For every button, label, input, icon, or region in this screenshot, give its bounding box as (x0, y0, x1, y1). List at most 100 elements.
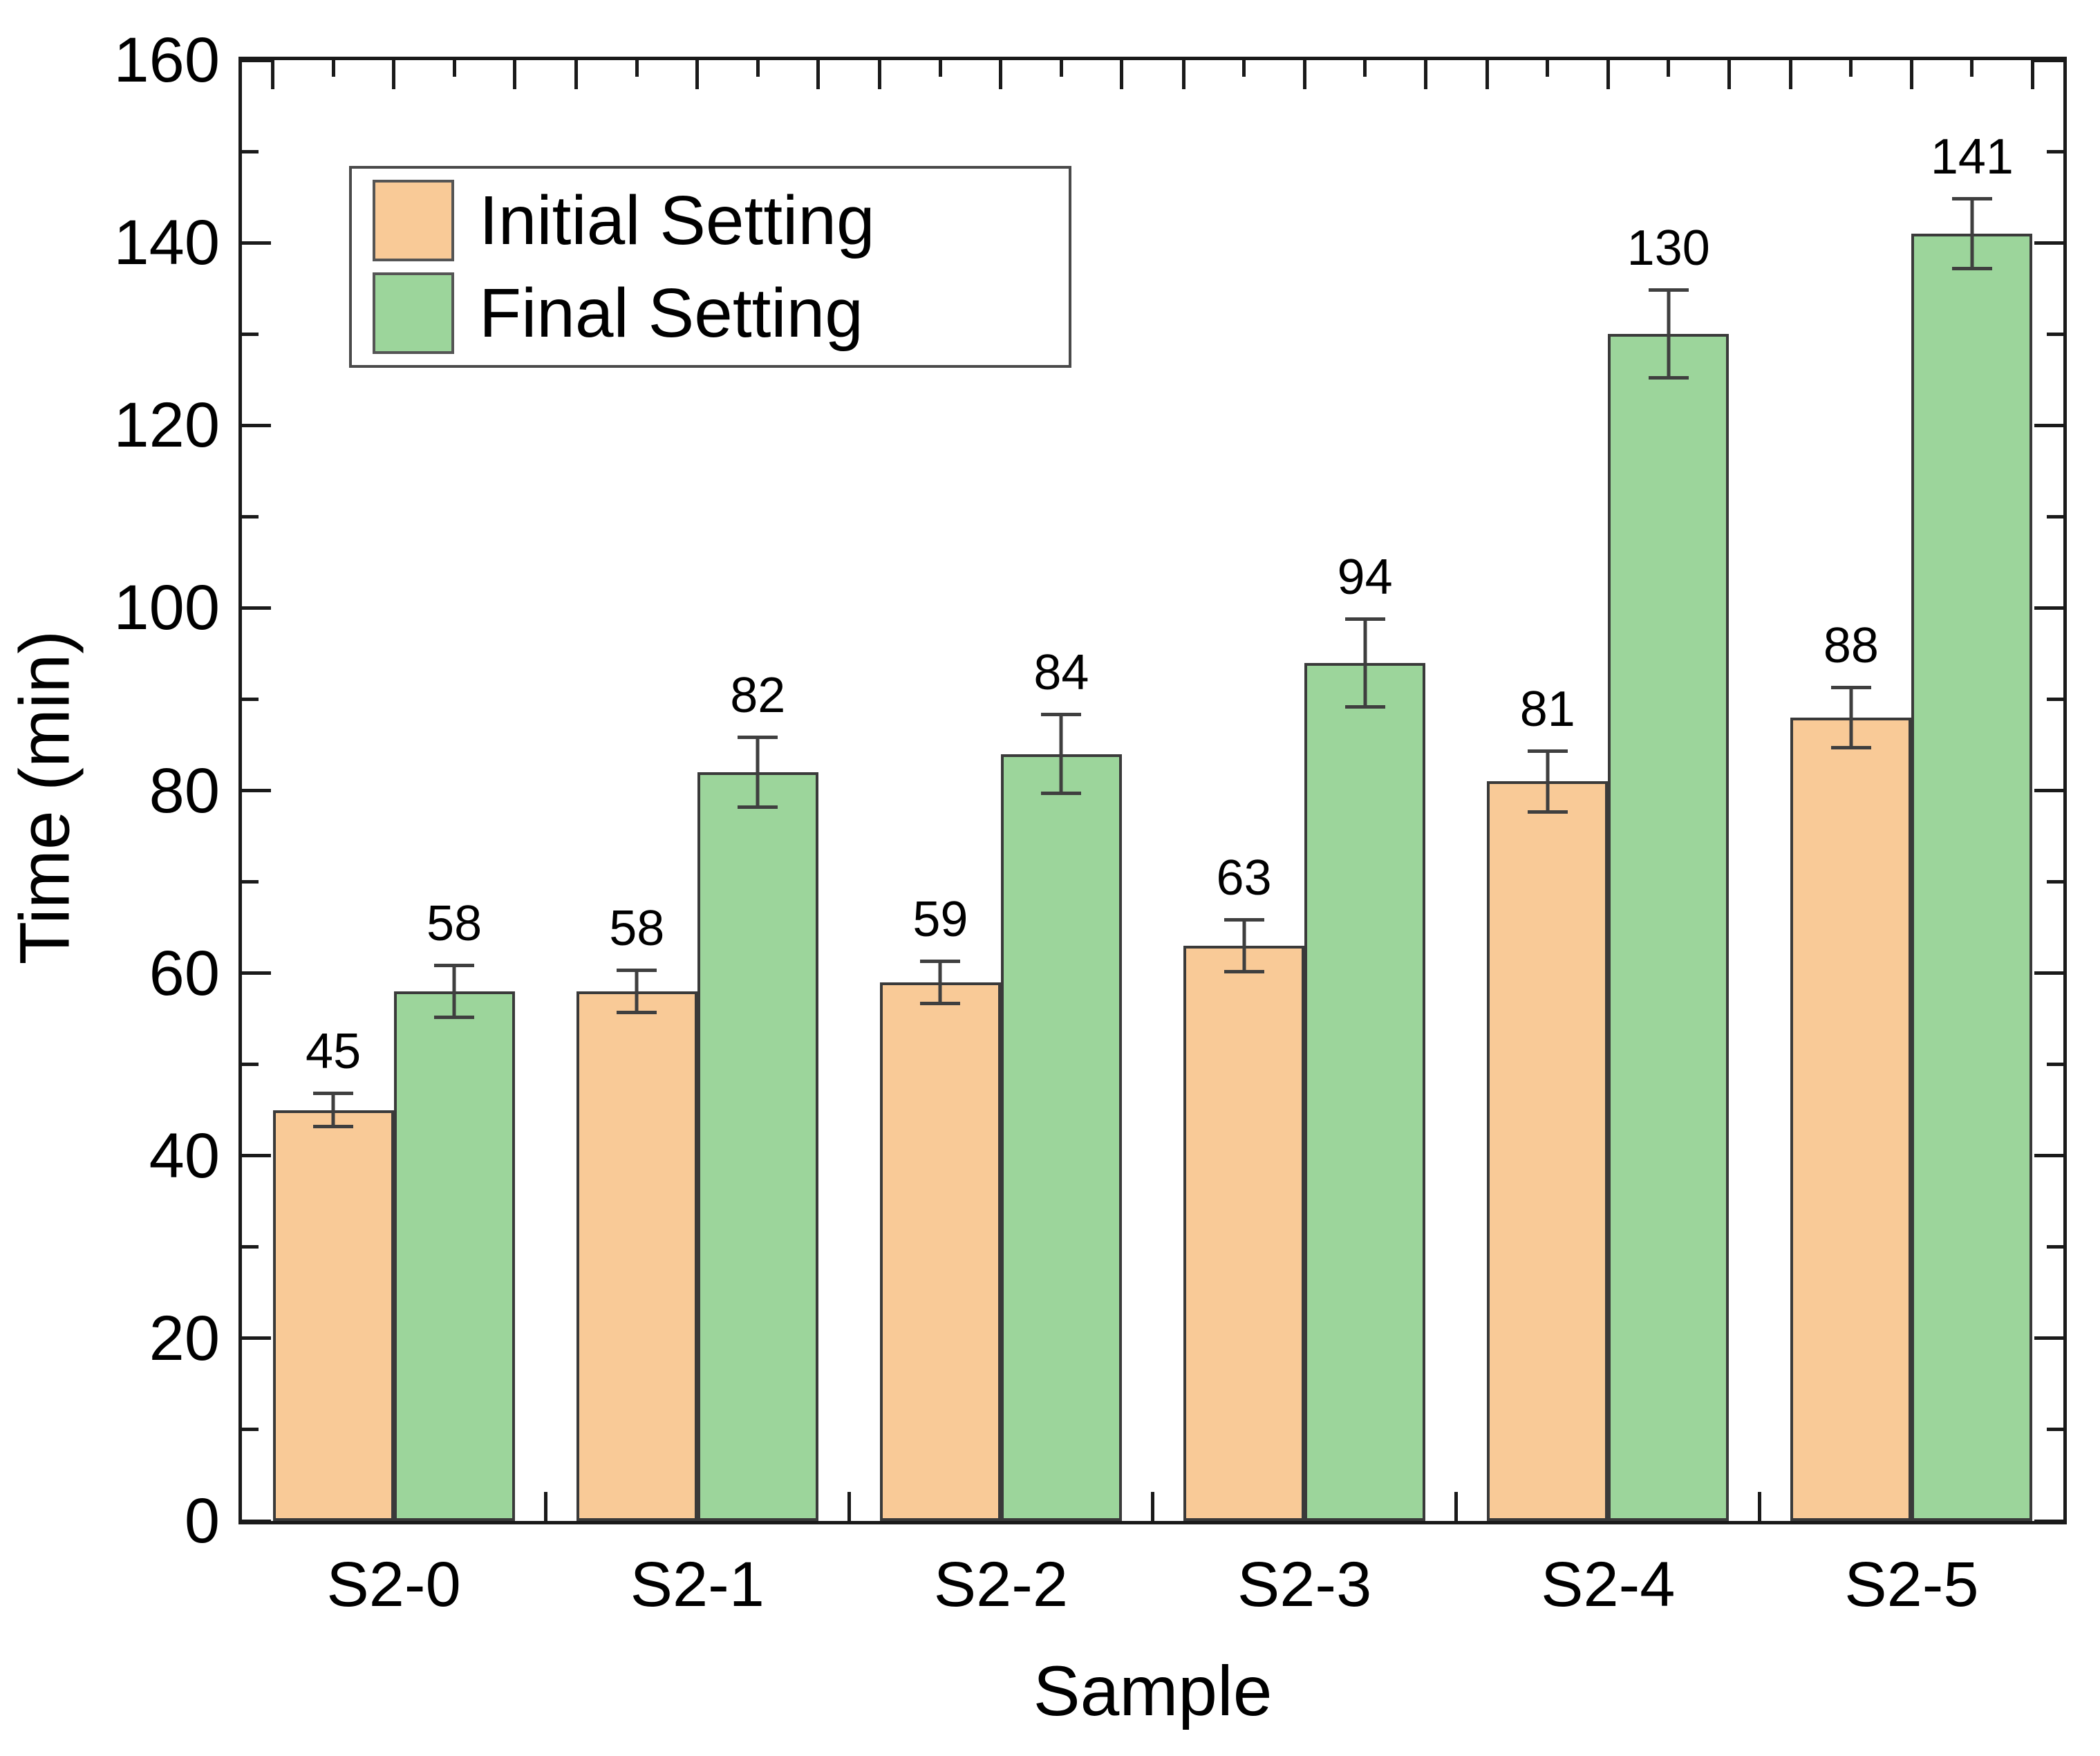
y-tick-label: 0 (184, 1486, 220, 1556)
error-bar-final-setting-s2-2 (1041, 713, 1082, 796)
y-major-tick (2034, 58, 2063, 62)
y-major-tick (2034, 1519, 2063, 1523)
error-bar-initial-setting-s2-3 (1224, 918, 1264, 973)
error-bar-stem (1667, 292, 1671, 377)
value-label-final-setting-s2-5: 141 (1930, 129, 2014, 185)
legend-item: Final Setting (373, 272, 1069, 354)
x-major-tick (878, 60, 882, 89)
y-minor-tick (242, 880, 259, 884)
error-bar-stem (938, 962, 942, 1002)
y-tick-label: 60 (149, 937, 220, 1009)
y-major-tick (242, 1336, 271, 1341)
bar-final-setting-s2-4 (1608, 334, 1729, 1521)
bar-final-setting-s2-5 (1911, 233, 2033, 1521)
y-minor-tick (242, 1245, 259, 1249)
error-bar-final-setting-s2-1 (738, 736, 778, 809)
error-bar-stem (756, 739, 760, 805)
x-major-tick (1727, 60, 1731, 89)
legend-item-label: Final Setting (479, 274, 863, 352)
value-label-final-setting-s2-3: 94 (1337, 549, 1393, 605)
x-tick-label: S2-4 (1541, 1549, 1676, 1620)
x-minor-tick (331, 60, 335, 77)
x-major-tick (1181, 60, 1185, 89)
y-tick-label: 80 (149, 755, 220, 826)
error-bar-initial-setting-s2-4 (1527, 749, 1568, 814)
x-major-tick (1606, 60, 1610, 89)
x-minor-tick (635, 60, 639, 77)
error-bar-stem (1242, 922, 1246, 970)
x-major-tick (513, 60, 517, 89)
value-label-final-setting-s2-1: 82 (730, 668, 786, 724)
y-major-tick (242, 971, 271, 975)
y-major-tick (2034, 789, 2063, 792)
error-bar-stem (1363, 620, 1367, 705)
x-major-tick (574, 60, 579, 89)
y-axis-title: Time (min) (5, 630, 84, 965)
y-major-tick (2034, 423, 2063, 427)
bar-final-setting-s2-0 (393, 991, 515, 1521)
x-axis-tick-labels: S2-0 S2-1 S2-2 S2-3 S2-4 S2-5 (242, 1549, 2063, 1625)
error-bar-initial-setting-s2-0 (313, 1092, 354, 1129)
y-minor-tick (2047, 1428, 2063, 1432)
x-boundary-tick (1758, 1492, 1762, 1521)
error-bar-initial-setting-s2-1 (617, 969, 657, 1015)
error-bar-stem (452, 967, 456, 1016)
value-label-final-setting-s2-2: 84 (1033, 645, 1089, 701)
value-label-initial-setting-s2-1: 58 (609, 901, 665, 957)
bar-initial-setting-s2-2 (879, 982, 1001, 1521)
x-minor-tick (1242, 60, 1246, 77)
x-minor-tick (1546, 60, 1550, 77)
x-tick-label: S2-5 (1844, 1549, 1979, 1620)
bar-initial-setting-s2-4 (1487, 781, 1609, 1521)
y-major-tick (242, 789, 271, 792)
y-minor-tick (2047, 514, 2063, 519)
y-tick-label: 120 (113, 390, 221, 461)
y-minor-tick (2047, 149, 2063, 153)
y-minor-tick (242, 1428, 259, 1432)
y-major-tick (242, 606, 271, 610)
error-bar-stem (635, 972, 639, 1011)
x-tick-label: S2-1 (630, 1549, 765, 1620)
y-tick-label: 20 (149, 1302, 220, 1374)
y-major-tick (242, 1519, 271, 1523)
value-label-final-setting-s2-4: 130 (1626, 221, 1710, 277)
error-bar-final-setting-s2-4 (1648, 288, 1689, 380)
bar-initial-setting-s2-0 (272, 1110, 394, 1521)
legend-swatch-initial-setting (373, 180, 454, 261)
y-minor-tick (242, 149, 259, 153)
y-minor-tick (242, 514, 259, 519)
x-major-tick (1909, 60, 1913, 89)
y-major-tick (2034, 1336, 2063, 1341)
legend-item: Initial Setting (373, 180, 1069, 261)
error-bar-stem (331, 1095, 335, 1125)
x-major-tick (1423, 60, 1427, 89)
y-minor-tick (242, 1063, 259, 1067)
bar-initial-setting-s2-5 (1790, 717, 1912, 1521)
bar-final-setting-s2-3 (1304, 662, 1426, 1521)
y-minor-tick (2047, 880, 2063, 884)
x-minor-tick (1667, 60, 1671, 77)
x-major-tick (999, 60, 1003, 89)
error-bar-final-setting-s2-0 (434, 964, 475, 1019)
y-minor-tick (2047, 1245, 2063, 1249)
x-boundary-tick (847, 1492, 851, 1521)
x-tick-label: S2-3 (1237, 1549, 1372, 1620)
x-boundary-tick (1454, 1492, 1459, 1521)
error-bar-final-setting-s2-5 (1951, 197, 1992, 270)
bar-final-setting-s2-2 (1000, 754, 1122, 1521)
x-tick-label: S2-2 (933, 1549, 1069, 1620)
x-minor-tick (1363, 60, 1367, 77)
y-minor-tick (2047, 332, 2063, 336)
error-bar-stem (1546, 753, 1550, 810)
x-major-tick (271, 60, 275, 89)
value-label-initial-setting-s2-3: 63 (1216, 850, 1272, 906)
y-major-tick (2034, 606, 2063, 610)
y-major-tick (242, 58, 271, 62)
x-major-tick (2030, 60, 2034, 89)
error-bar-stem (1849, 689, 1853, 747)
x-minor-tick (1970, 60, 1974, 77)
y-minor-tick (2047, 1063, 2063, 1067)
x-major-tick (1302, 60, 1306, 89)
x-boundary-tick (1151, 1492, 1154, 1521)
x-minor-tick (1849, 60, 1853, 77)
